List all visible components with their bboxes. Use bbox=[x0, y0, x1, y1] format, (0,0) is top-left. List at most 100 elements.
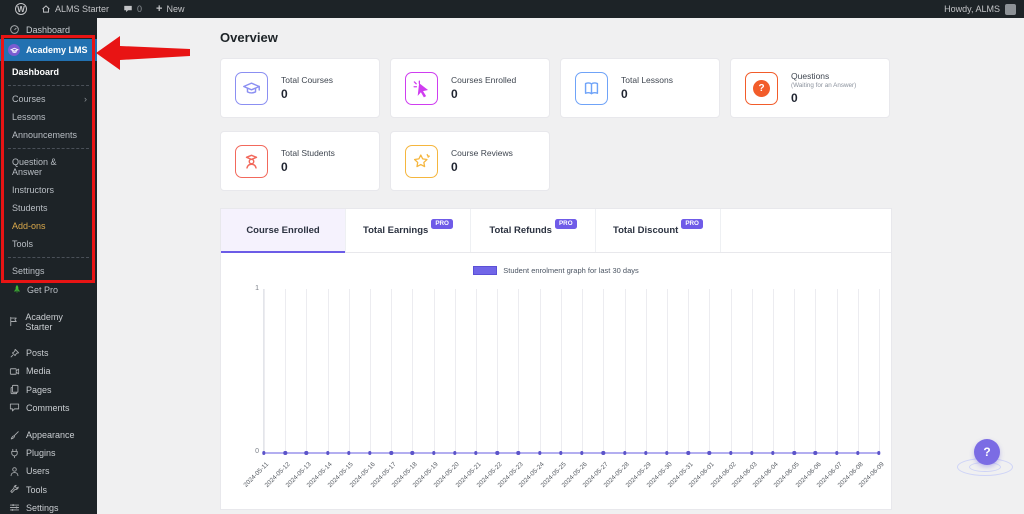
sidebar-item-comments[interactable]: Comments bbox=[0, 399, 97, 417]
pro-badge: PRO bbox=[431, 218, 453, 229]
help-button[interactable]: ? bbox=[974, 439, 1000, 465]
sidebar-item-add-ons[interactable]: Add-ons bbox=[0, 217, 97, 235]
submenu-divider bbox=[8, 257, 89, 258]
sidebar-item-dashboard[interactable]: Dashboard bbox=[0, 18, 97, 39]
legend-swatch bbox=[473, 266, 498, 275]
page-title: Overview bbox=[220, 30, 278, 45]
analytics-panel: Course Enrolled Total Earnings PRO Total Re… bbox=[220, 208, 892, 510]
chart-point bbox=[474, 451, 478, 455]
sidebar-item-pages[interactable]: Pages bbox=[0, 381, 97, 399]
sidebar-item-label: Get Pro bbox=[27, 285, 59, 295]
sidebar-item-media[interactable]: Media bbox=[0, 362, 97, 380]
sidebar-item-appearance[interactable]: Appearance bbox=[0, 426, 97, 444]
analytics-tabs: Course Enrolled Total Earnings PRO Total Re… bbox=[221, 209, 891, 253]
comments-shortcut[interactable]: 0 bbox=[116, 0, 149, 18]
sidebar-item-label: Academy Starter bbox=[25, 311, 63, 332]
x-axis-labels: 2024-05-11 2024-05-12 2024-05-13 2024-05-14… bbox=[242, 459, 886, 507]
user-avatar[interactable] bbox=[1005, 3, 1016, 15]
stat-cards: Total Courses 0 Courses Enrolled 0 Total Les… bbox=[220, 58, 892, 191]
wrench-icon bbox=[8, 484, 20, 495]
chart-point bbox=[728, 451, 733, 455]
sidebar-item-courses[interactable]: Courses › bbox=[0, 90, 97, 108]
sidebar-item-announcements[interactable]: Announcements bbox=[0, 126, 97, 144]
howdy-text[interactable]: Howdy, ALMS bbox=[944, 4, 1000, 14]
wp-admin-sidebar: Dashboard Academy LMS Dashboard Courses › L… bbox=[0, 18, 97, 514]
sidebar-item-users[interactable]: Users bbox=[0, 462, 97, 480]
sidebar-item-label: Posts bbox=[26, 348, 49, 359]
new-content-menu[interactable]: + New bbox=[149, 0, 191, 18]
tab-total-earnings[interactable]: Total Earnings PRO bbox=[346, 209, 471, 252]
wp-logo-menu[interactable]: W bbox=[8, 0, 34, 18]
chart-point bbox=[495, 451, 499, 455]
graduation-cap-icon bbox=[235, 71, 268, 105]
chart-point bbox=[262, 451, 266, 455]
sliders-icon bbox=[8, 502, 20, 513]
chart-gridline bbox=[433, 289, 435, 453]
academy-lms-logo-icon bbox=[8, 44, 20, 56]
chart-point bbox=[325, 451, 330, 455]
sidebar-item-instructors[interactable]: Instructors bbox=[0, 181, 97, 199]
sidebar-item-academy-starter[interactable]: Academy Starter bbox=[0, 308, 97, 335]
tab-course-enrolled[interactable]: Course Enrolled bbox=[221, 209, 346, 253]
open-book-icon bbox=[575, 71, 608, 105]
sidebar-item-get-pro[interactable]: Get Pro bbox=[0, 280, 97, 300]
star-review-icon bbox=[405, 144, 438, 178]
chart-gridline bbox=[624, 289, 626, 453]
chart-gridline bbox=[836, 289, 838, 453]
chart-point bbox=[368, 451, 372, 455]
sidebar-item-label: Courses bbox=[12, 94, 46, 104]
sidebar-item-tools[interactable]: Tools bbox=[0, 481, 97, 499]
stat-card-value: 0 bbox=[791, 91, 798, 105]
comments-bubble-icon bbox=[123, 4, 133, 14]
stat-card-courses-enrolled: Courses Enrolled 0 bbox=[390, 58, 550, 118]
chart-gridline bbox=[539, 289, 541, 453]
chart-point bbox=[453, 451, 457, 455]
submenu-divider bbox=[8, 148, 89, 149]
chart-point bbox=[771, 451, 775, 455]
submenu-divider bbox=[8, 85, 89, 86]
sidebar-item-question-answer[interactable]: Question & Answer bbox=[0, 153, 97, 181]
chart-gridline bbox=[666, 289, 668, 453]
chart-point bbox=[750, 451, 754, 455]
sidebar-item-academy-lms[interactable]: Academy LMS bbox=[0, 39, 97, 61]
chart-gridline bbox=[815, 289, 817, 453]
stat-card-label: Total Lessons bbox=[621, 75, 673, 85]
user-icon bbox=[8, 466, 20, 477]
chart-plot bbox=[262, 289, 881, 455]
chevron-right-icon: › bbox=[84, 94, 87, 104]
chart-gridline bbox=[476, 289, 478, 453]
chart-point bbox=[665, 451, 669, 455]
sidebar-item-label: Question & Answer bbox=[12, 157, 57, 177]
tab-total-discount[interactable]: Total Discount PRO bbox=[596, 209, 721, 252]
chart-gridline bbox=[794, 289, 796, 453]
y-axis-tick-1: 1 bbox=[255, 285, 259, 292]
sidebar-item-settings[interactable]: Settings bbox=[0, 499, 97, 514]
chart-gridline bbox=[264, 289, 265, 453]
tab-total-refunds[interactable]: Total Refunds PRO bbox=[471, 209, 596, 252]
sidebar-item-students[interactable]: Students bbox=[0, 199, 97, 217]
pin-icon bbox=[8, 348, 20, 359]
sidebar-item-lessons[interactable]: Lessons bbox=[0, 108, 97, 126]
gauge-icon bbox=[8, 24, 20, 35]
sidebar-item-plugins[interactable]: Plugins bbox=[0, 444, 97, 462]
chart-point bbox=[389, 451, 393, 455]
stat-card-text: Total Courses 0 bbox=[281, 75, 333, 101]
chart-gridline bbox=[306, 289, 308, 453]
student-icon bbox=[235, 144, 268, 178]
sidebar-item-tools[interactable]: Tools bbox=[0, 235, 97, 253]
stat-card-value: 0 bbox=[451, 87, 458, 101]
sidebar-item-settings[interactable]: Settings bbox=[0, 262, 97, 280]
home-icon bbox=[41, 4, 51, 14]
sidebar-item-dashboard[interactable]: Dashboard bbox=[0, 63, 97, 81]
sidebar-item-label: Instructors bbox=[12, 185, 55, 195]
chart-gridline bbox=[751, 289, 753, 453]
chart-point bbox=[792, 451, 796, 455]
chart-point bbox=[622, 451, 627, 455]
chart-point bbox=[813, 451, 818, 455]
site-name-link[interactable]: ALMS Starter bbox=[34, 0, 116, 18]
sidebar-item-posts[interactable]: Posts bbox=[0, 344, 97, 362]
sidebar-item-label: Students bbox=[12, 203, 48, 213]
chart-point bbox=[856, 451, 860, 455]
stat-card-label: Total Students bbox=[281, 148, 335, 158]
